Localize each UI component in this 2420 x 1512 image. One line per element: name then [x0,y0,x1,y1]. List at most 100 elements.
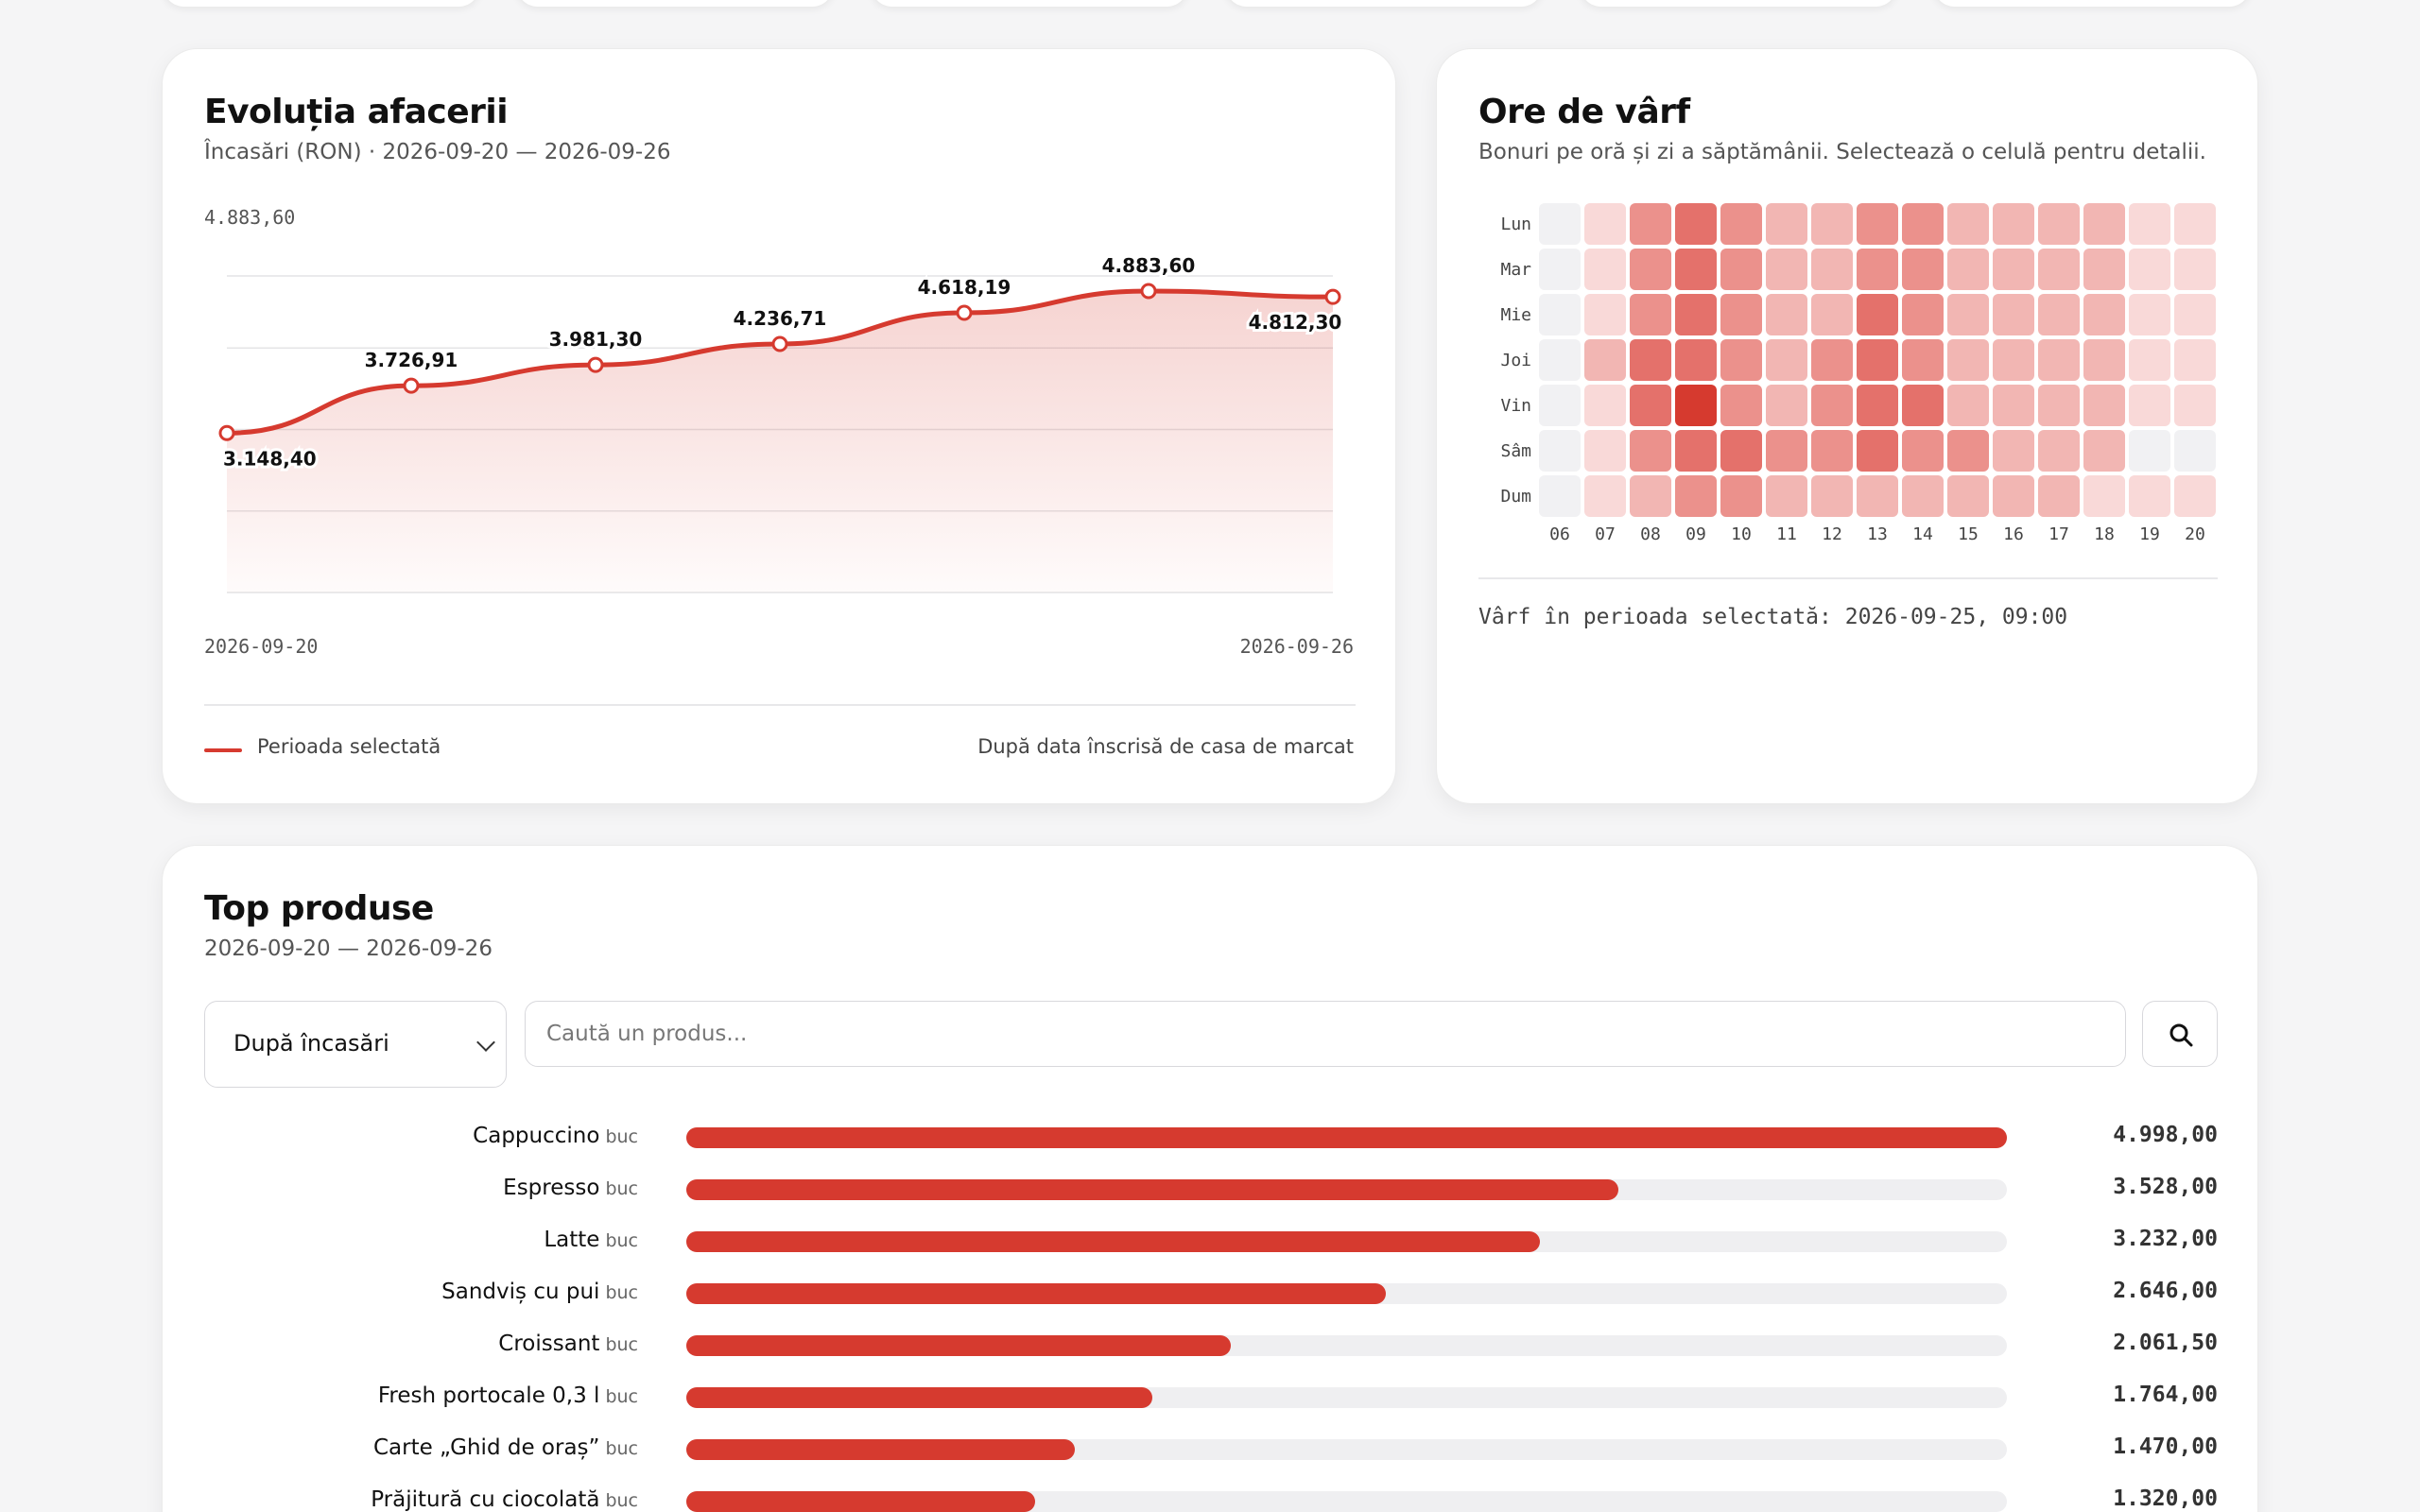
data-point[interactable] [771,335,788,352]
heatmap-cell[interactable] [2129,294,2170,335]
heatmap-cell[interactable] [1766,430,1807,472]
heatmap-cell[interactable] [1584,430,1626,472]
heatmap-cell[interactable] [1720,203,1762,245]
data-point[interactable] [403,377,420,394]
heatmap-cell[interactable] [1947,475,1989,517]
heatmap-cell[interactable] [1584,249,1626,290]
heatmap-cell[interactable] [1902,203,1944,245]
heatmap-cell[interactable] [1993,385,2034,426]
heatmap-cell[interactable] [1766,249,1807,290]
heatmap-cell[interactable] [1902,430,1944,472]
heatmap-cell[interactable] [1539,294,1581,335]
heatmap-cell[interactable] [1857,385,1898,426]
heatmap-cell[interactable] [2038,249,2080,290]
heatmap-cell[interactable] [1720,475,1762,517]
heatmap-cell[interactable] [2038,339,2080,381]
heatmap-cell[interactable] [1675,430,1717,472]
heatmap-cell[interactable] [1720,430,1762,472]
data-point[interactable] [1140,283,1157,300]
heatmap-cell[interactable] [2129,203,2170,245]
heatmap-cell[interactable] [2129,475,2170,517]
data-point[interactable] [218,424,235,441]
product-row[interactable]: Sandviș cu pui buc 2.646,00 [163,1276,2259,1314]
heatmap-cell[interactable] [2083,249,2125,290]
heatmap-cell[interactable] [2174,249,2216,290]
heatmap-cell[interactable] [1539,203,1581,245]
heatmap-cell[interactable] [1993,294,2034,335]
heatmap-cell[interactable] [2174,385,2216,426]
heatmap-cell[interactable] [2174,203,2216,245]
heatmap-cell[interactable] [1811,475,1853,517]
heatmap-cell[interactable] [1857,249,1898,290]
heatmap-cell[interactable] [2174,294,2216,335]
heatmap-cell[interactable] [1675,475,1717,517]
heatmap-cell[interactable] [1766,294,1807,335]
heatmap-cell[interactable] [1766,385,1807,426]
heatmap-cell[interactable] [1584,385,1626,426]
data-point[interactable] [956,304,973,321]
heatmap-cell[interactable] [1947,203,1989,245]
heatmap-cell[interactable] [1675,385,1717,426]
data-point[interactable] [587,356,604,373]
heatmap-cell[interactable] [1630,385,1671,426]
product-search-input[interactable] [525,1001,2126,1067]
heatmap-cell[interactable] [1811,249,1853,290]
heatmap-cell[interactable] [2038,203,2080,245]
heatmap-cell[interactable] [1766,475,1807,517]
heatmap-cell[interactable] [1947,294,1989,335]
heatmap-cell[interactable] [1630,339,1671,381]
heatmap-cell[interactable] [2129,339,2170,381]
product-row[interactable]: Latte buc 3.232,00 [163,1224,2259,1262]
data-point[interactable] [1324,288,1341,305]
heatmap-cell[interactable] [1811,430,1853,472]
heatmap-cell[interactable] [1675,294,1717,335]
heatmap-cell[interactable] [1811,203,1853,245]
heatmap-cell[interactable] [1766,203,1807,245]
heatmap-cell[interactable] [1630,249,1671,290]
product-row[interactable]: Espresso buc 3.528,00 [163,1172,2259,1210]
heatmap-cell[interactable] [1902,294,1944,335]
heatmap-cell[interactable] [2083,475,2125,517]
heatmap-cell[interactable] [2083,294,2125,335]
heatmap-cell[interactable] [2129,385,2170,426]
heatmap-cell[interactable] [2174,475,2216,517]
heatmap-cell[interactable] [1630,294,1671,335]
heatmap-cell[interactable] [2083,203,2125,245]
heatmap-cell[interactable] [2038,385,2080,426]
heatmap-cell[interactable] [1539,249,1581,290]
product-row[interactable]: Prăjitură cu ciocolată buc 1.320,00 [163,1484,2259,1512]
heatmap-cell[interactable] [1630,475,1671,517]
product-row[interactable]: Croissant buc 2.061,50 [163,1328,2259,1366]
heatmap-cell[interactable] [1902,249,1944,290]
heatmap-cell[interactable] [2174,430,2216,472]
heatmap-cell[interactable] [2038,475,2080,517]
heatmap-cell[interactable] [1675,339,1717,381]
heatmap-cell[interactable] [1993,339,2034,381]
heatmap-cell[interactable] [1584,294,1626,335]
heatmap-cell[interactable] [2083,339,2125,381]
heatmap-cell[interactable] [1857,339,1898,381]
heatmap-cell[interactable] [2174,339,2216,381]
heatmap-cell[interactable] [1539,430,1581,472]
revenue-line-chart[interactable]: 3.148,40 3.726,91 3.981,30 4.236,71 4.618,19… [163,49,1397,730]
heatmap-cell[interactable] [1857,203,1898,245]
heatmap-cell[interactable] [1675,203,1717,245]
heatmap-cell[interactable] [2083,385,2125,426]
heatmap-cell[interactable] [1539,385,1581,426]
heatmap-cell[interactable] [1720,385,1762,426]
heatmap-cell[interactable] [1584,203,1626,245]
product-row[interactable]: Cappuccino buc 4.998,00 [163,1120,2259,1158]
heatmap-cell[interactable] [1766,339,1807,381]
heatmap-cell[interactable] [1720,294,1762,335]
sort-select[interactable]: După încasări [204,1001,507,1088]
heatmap-cell[interactable] [2083,430,2125,472]
heatmap-cell[interactable] [1811,339,1853,381]
heatmap-cell[interactable] [1857,475,1898,517]
heatmap-cell[interactable] [1630,430,1671,472]
heatmap-cell[interactable] [1539,339,1581,381]
heatmap-cell[interactable] [1993,203,2034,245]
heatmap-cell[interactable] [1947,339,1989,381]
product-row[interactable]: Carte „Ghid de oraș” buc 1.470,00 [163,1432,2259,1469]
heatmap-cell[interactable] [1947,249,1989,290]
product-row[interactable]: Fresh portocale 0,3 l buc 1.764,00 [163,1380,2259,1418]
